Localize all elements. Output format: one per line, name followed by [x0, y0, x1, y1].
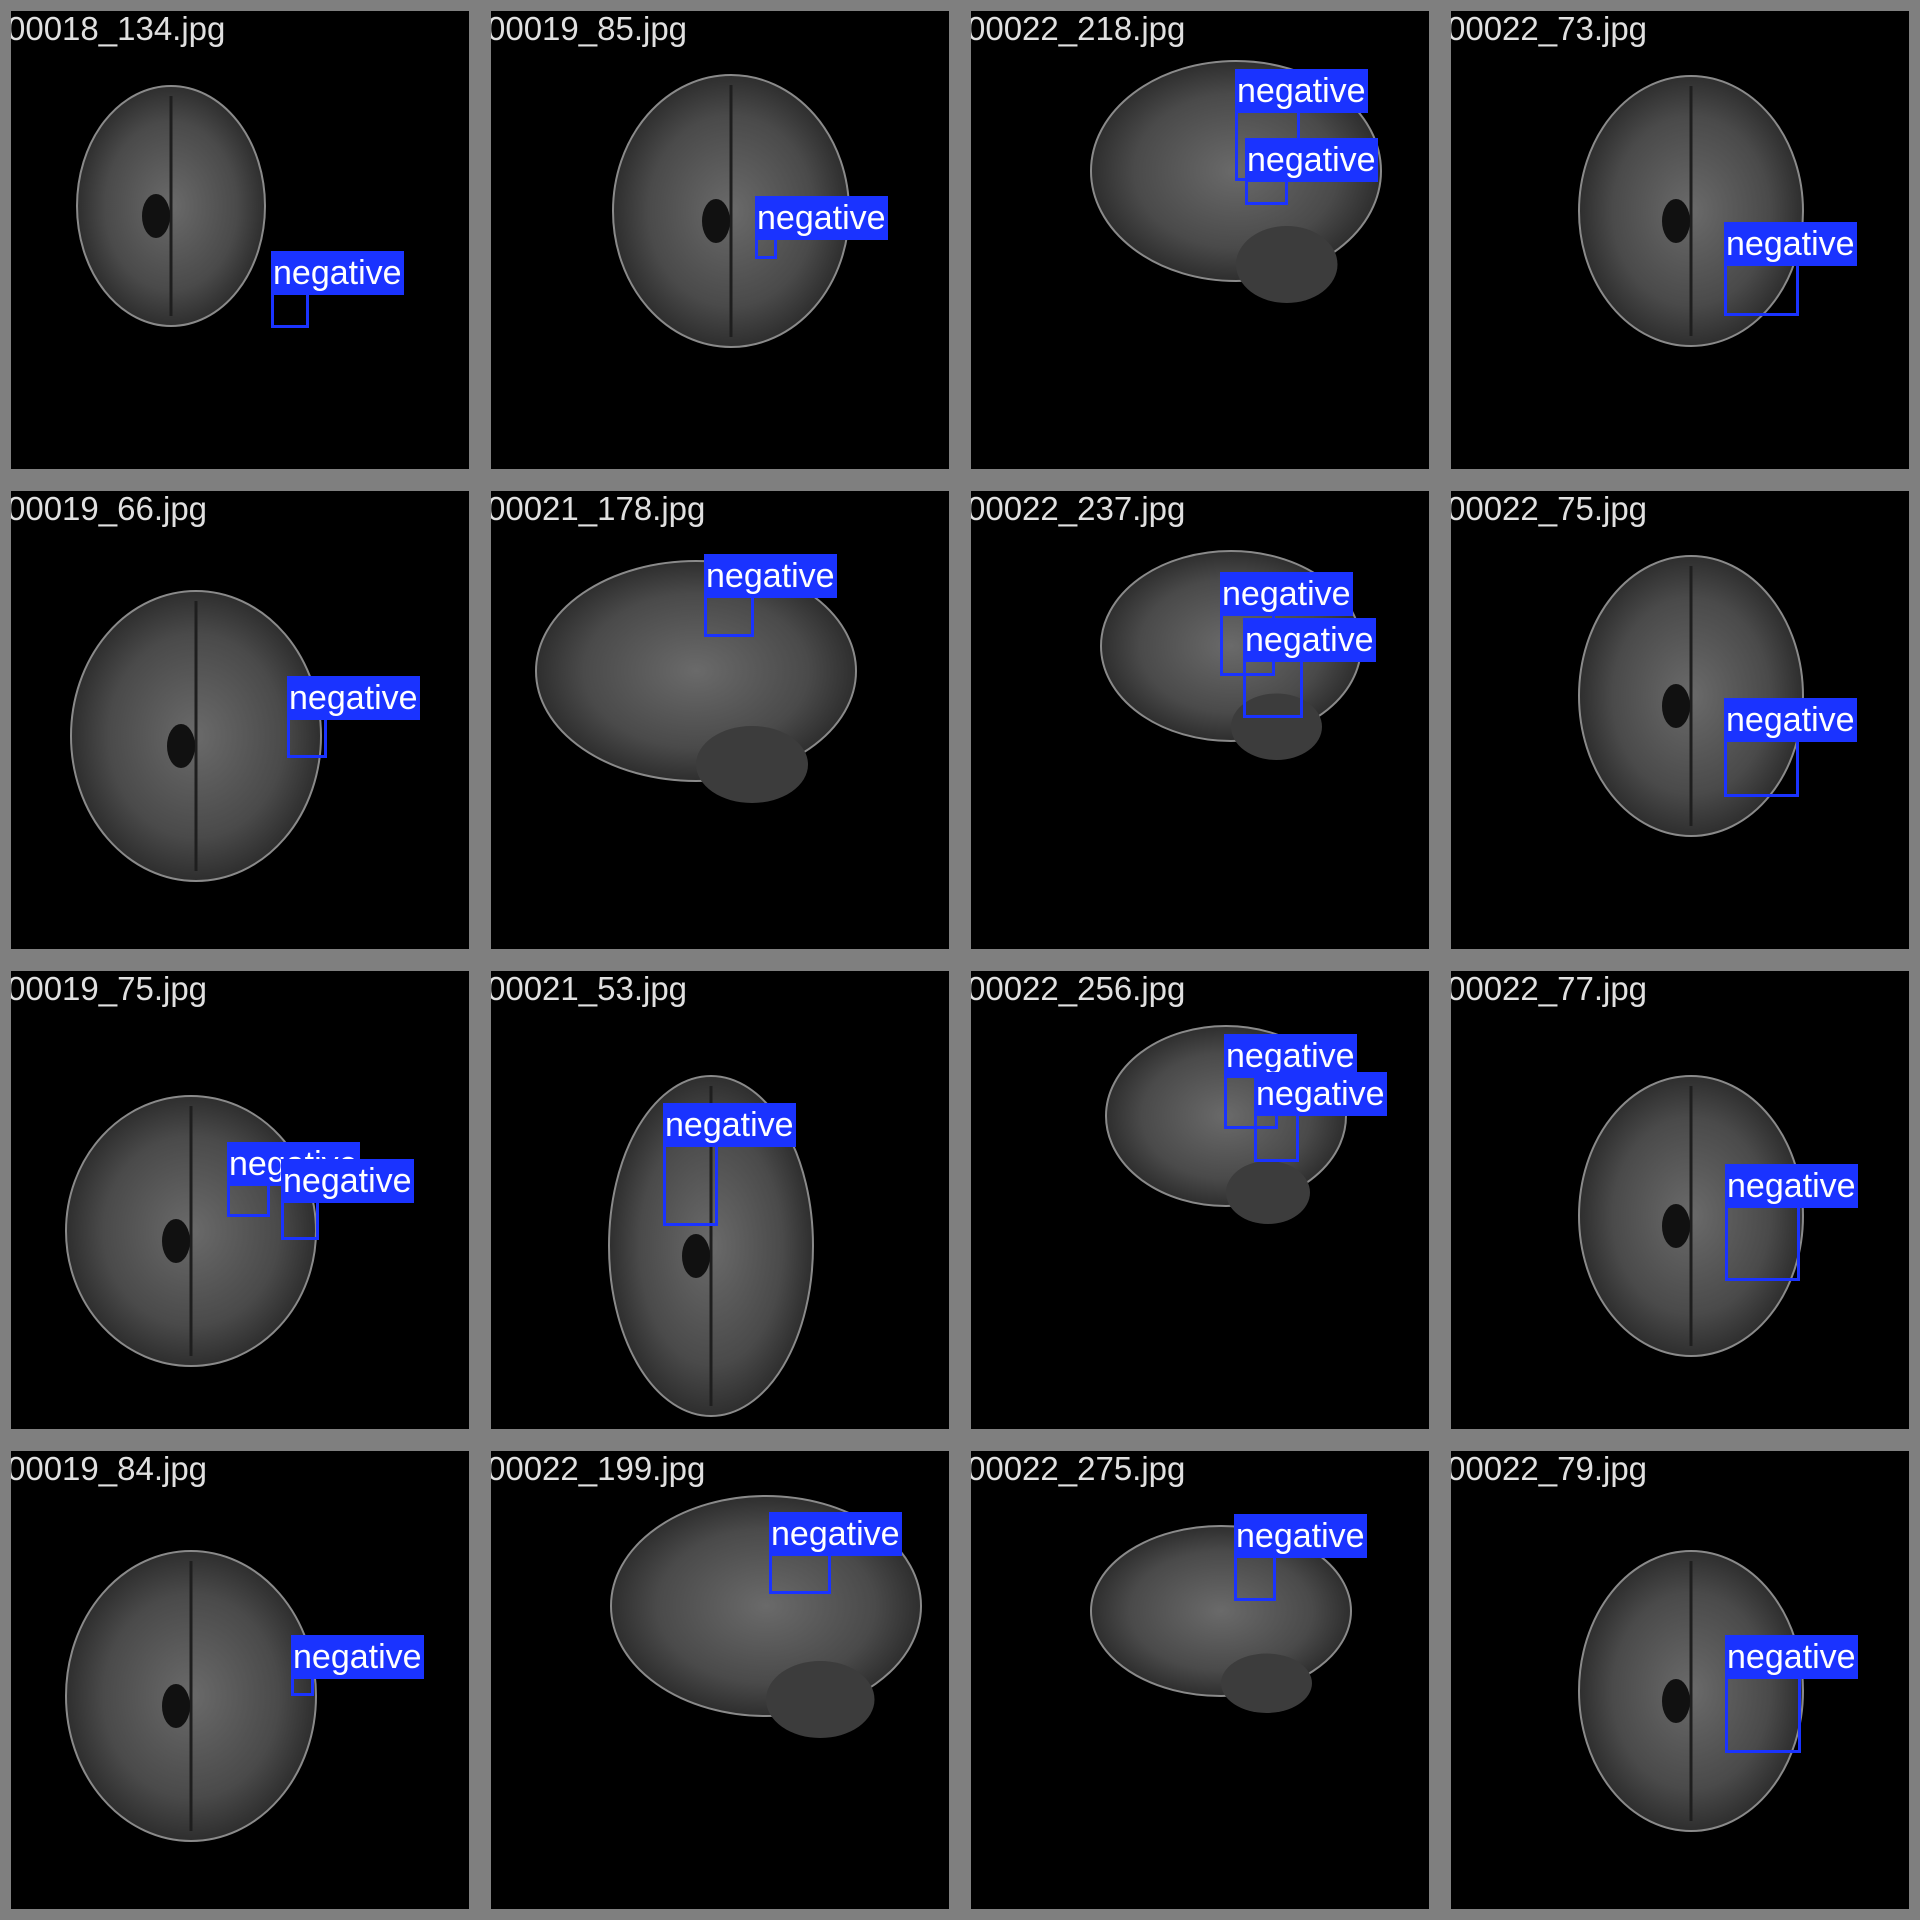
brain-scan-image	[491, 971, 949, 1429]
image-filename: 00018_134.jpg	[7, 9, 225, 49]
image-tile: 00022_275.jpg negative	[960, 1440, 1440, 1920]
detection-label: negative	[291, 1635, 424, 1679]
image-tile: 00022_237.jpg negative negative	[960, 480, 1440, 960]
detection-label: negative	[1254, 1072, 1387, 1116]
brain-scan-image	[1451, 1451, 1909, 1909]
image-tile: 00022_218.jpg negative negative	[960, 0, 1440, 480]
image-tile: 00021_178.jpg negative	[480, 480, 960, 960]
image-tile: 00019_66.jpg negative	[0, 480, 480, 960]
image-filename: 00019_85.jpg	[487, 9, 687, 49]
detection-label: negative	[704, 554, 837, 598]
detection-box	[1725, 1674, 1801, 1753]
detection-label: negative	[287, 676, 420, 720]
image-tile: 00019_84.jpg negative	[0, 1440, 480, 1920]
image-filename: 00022_199.jpg	[487, 1449, 705, 1489]
image-filename: 00019_75.jpg	[7, 969, 207, 1009]
detection-box	[1234, 1551, 1276, 1601]
detection-box	[281, 1197, 319, 1240]
image-filename: 00019_84.jpg	[7, 1449, 207, 1489]
detection-box	[1725, 1203, 1800, 1281]
detection-label: negative	[663, 1103, 796, 1147]
image-tile: 00022_256.jpg negative negative	[960, 960, 1440, 1440]
image-filename: 00021_53.jpg	[487, 969, 687, 1009]
detection-label: negative	[1220, 572, 1353, 616]
detection-box	[1724, 739, 1799, 797]
detection-box	[704, 594, 754, 637]
brain-scan-image	[971, 971, 1429, 1429]
image-filename: 00022_218.jpg	[967, 9, 1185, 49]
image-filename: 00022_275.jpg	[967, 1449, 1185, 1489]
image-filename: 00021_178.jpg	[487, 489, 705, 529]
image-filename: 00022_75.jpg	[1447, 489, 1647, 529]
image-tile: 00022_79.jpg negative	[1440, 1440, 1920, 1920]
detection-label: negative	[1235, 69, 1368, 113]
brain-scan-image	[11, 491, 469, 949]
image-tile: 00022_77.jpg negative	[1440, 960, 1920, 1440]
detection-box	[271, 290, 309, 328]
detection-box	[769, 1550, 831, 1594]
image-tile: 00022_73.jpg negative	[1440, 0, 1920, 480]
image-filename: 00022_73.jpg	[1447, 9, 1647, 49]
detection-label: negative	[1234, 1514, 1367, 1558]
brain-scan-image	[11, 11, 469, 469]
detection-label: negative	[769, 1512, 902, 1556]
detection-label: negative	[1724, 222, 1857, 266]
detection-label: negative	[1243, 618, 1376, 662]
brain-scan-image	[971, 491, 1429, 949]
brain-scan-image	[491, 11, 949, 469]
image-tile: 00018_134.jpg negative	[0, 0, 480, 480]
image-tile: 00019_85.jpg negative	[480, 0, 960, 480]
detection-label: negative	[281, 1159, 414, 1203]
image-filename: 00022_256.jpg	[967, 969, 1185, 1009]
brain-scan-image	[11, 1451, 469, 1909]
image-tile: 00022_199.jpg negative	[480, 1440, 960, 1920]
image-tile: 00022_75.jpg negative	[1440, 480, 1920, 960]
detection-box	[663, 1142, 718, 1226]
image-filename: 00019_66.jpg	[7, 489, 207, 529]
image-filename: 00022_77.jpg	[1447, 969, 1647, 1009]
detection-box	[1243, 656, 1303, 718]
image-filename: 00022_79.jpg	[1447, 1449, 1647, 1489]
detection-box	[1724, 261, 1799, 316]
detection-label: negative	[271, 251, 404, 295]
detection-label: negative	[1725, 1635, 1858, 1679]
detection-box	[287, 715, 327, 758]
image-filename: 00022_237.jpg	[967, 489, 1185, 529]
detection-label: negative	[755, 196, 888, 240]
image-tile: 00021_53.jpg negative	[480, 960, 960, 1440]
detection-label: negative	[1725, 1164, 1858, 1208]
detection-label: negative	[1724, 698, 1857, 742]
detection-label: negative	[1245, 138, 1378, 182]
detection-box	[1254, 1110, 1299, 1162]
